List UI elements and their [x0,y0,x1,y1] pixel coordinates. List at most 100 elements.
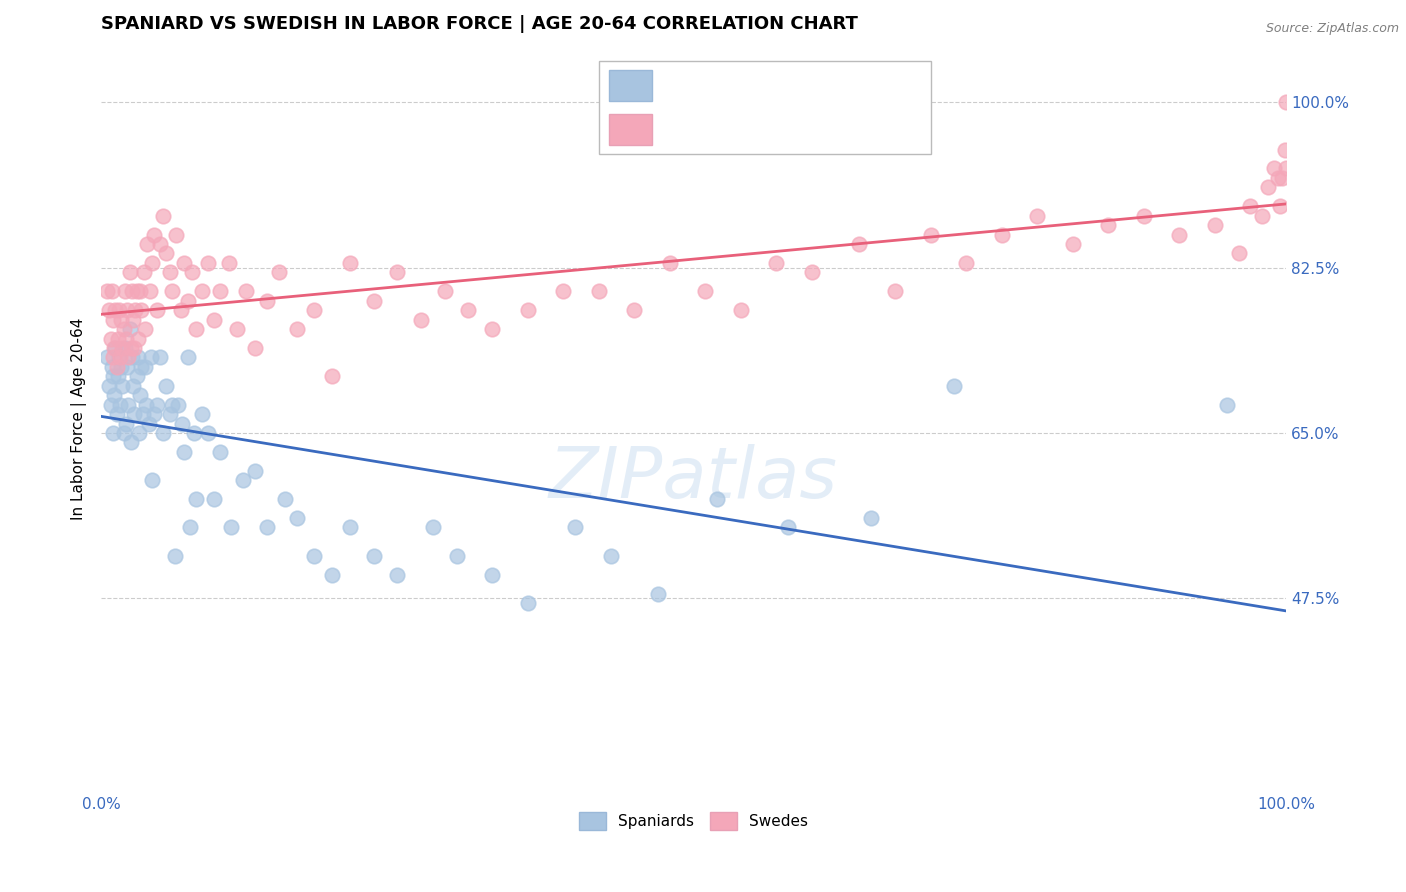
Point [765,256,787,270]
Point [848,237,870,252]
Point [136,237,159,252]
Point [243,341,266,355]
Point [127,351,149,365]
Point [125,369,148,384]
Point [564,520,586,534]
Point [285,511,308,525]
Point [115,359,138,374]
Point [181,265,204,279]
Point [860,511,883,525]
Point [160,285,183,299]
Point [1132,209,1154,223]
Point [920,227,942,242]
Point [183,425,205,440]
Point [1168,227,1191,242]
Point [422,520,444,534]
Point [104,303,127,318]
Point [778,520,800,534]
Point [105,359,128,374]
Point [446,549,468,563]
Point [1062,237,1084,252]
Point [152,425,174,440]
Point [115,417,138,431]
Point [184,492,207,507]
Point [208,285,231,299]
Point [117,351,139,365]
Point [623,303,645,318]
Point [285,322,308,336]
Point [125,285,148,299]
Point [100,332,122,346]
Point [105,407,128,421]
Point [433,285,456,299]
Point [160,398,183,412]
Point [124,341,146,355]
Point [128,425,150,440]
Point [139,351,162,365]
Point [304,549,326,563]
Point [706,492,728,507]
Point [124,407,146,421]
Point [141,256,163,270]
Point [108,398,131,412]
Text: SPANIARD VS SWEDISH IN LABOR FORCE | AGE 20-64 CORRELATION CHART: SPANIARD VS SWEDISH IN LABOR FORCE | AGE… [101,15,858,33]
Point [1271,170,1294,185]
Point [127,332,149,346]
Point [553,285,575,299]
Point [730,303,752,318]
Point [176,293,198,308]
Point [1026,209,1049,223]
Point [110,359,132,374]
Point [516,596,538,610]
Point [457,303,479,318]
Point [121,351,143,365]
Point [481,322,503,336]
Point [108,351,131,365]
Point [516,303,538,318]
Point [884,285,907,299]
Point [135,398,157,412]
Point [149,351,172,365]
Point [176,351,198,365]
Point [138,285,160,299]
Point [112,322,135,336]
Point [122,378,145,392]
Point [235,285,257,299]
Point [321,567,343,582]
Point [143,227,166,242]
Point [131,303,153,318]
Point [104,341,127,355]
Point [1239,199,1261,213]
Point [943,378,966,392]
Point [112,425,135,440]
Point [98,303,121,318]
Point [363,293,385,308]
Point [409,312,432,326]
Point [131,407,153,421]
Point [243,464,266,478]
Point [647,586,669,600]
Point [191,407,214,421]
Point [129,285,152,299]
Point [159,407,181,421]
Point [101,359,124,374]
Point [202,312,225,326]
Point [387,265,409,279]
Point [167,398,190,412]
Point [1204,218,1226,232]
Point [202,492,225,507]
Point [146,398,169,412]
Y-axis label: In Labor Force | Age 20-64: In Labor Force | Age 20-64 [72,318,87,520]
Point [101,351,124,365]
Point [1267,170,1289,185]
Point [321,369,343,384]
Point [131,359,153,374]
Point [149,237,172,252]
Point [226,322,249,336]
Point [155,378,177,392]
Point [114,285,136,299]
Point [256,293,278,308]
Point [197,256,219,270]
Point [134,322,156,336]
Point [103,341,125,355]
